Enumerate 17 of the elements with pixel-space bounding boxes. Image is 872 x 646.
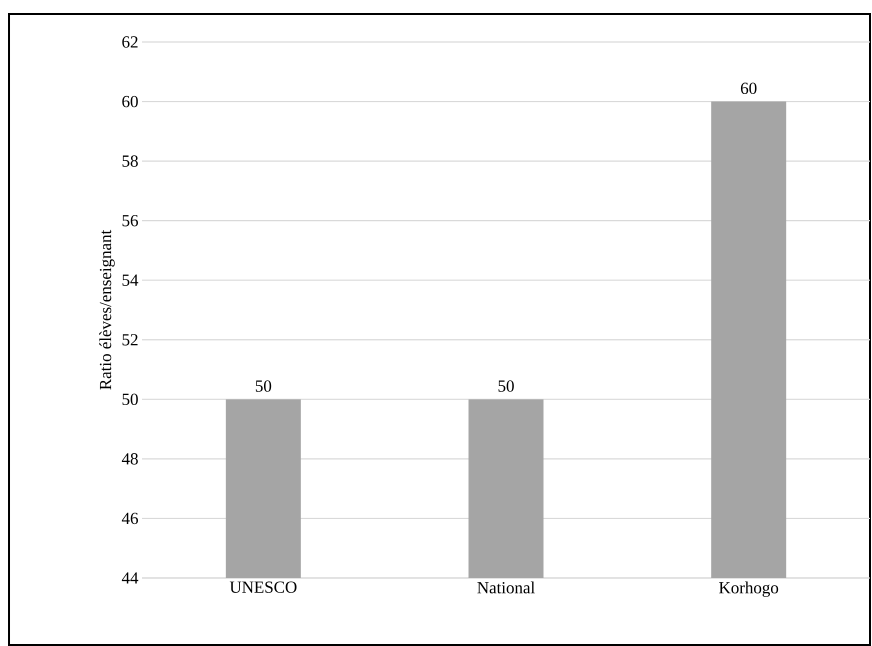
y-tick-label: 48: [122, 453, 138, 465]
x-tick-label: National: [477, 582, 535, 594]
x-tick-label: Korhogo: [719, 582, 778, 597]
y-tick-label: 62: [122, 36, 138, 48]
y-tick-label: 56: [122, 214, 138, 226]
data-label: 60: [740, 82, 757, 94]
y-tick-label: 60: [122, 96, 138, 108]
y-tick-label: 58: [122, 155, 138, 167]
y-tick-label: 54: [122, 274, 138, 286]
y-tick-label: 52: [122, 334, 138, 346]
data-label: 50: [498, 380, 514, 392]
y-axis-title: Ratio élèves/enseignant: [99, 230, 115, 390]
data-label: 50: [256, 380, 272, 392]
y-tick-label: 44: [122, 572, 138, 584]
y-tick-label: 46: [122, 512, 138, 524]
y-tick-label: 50: [122, 394, 138, 406]
x-tick-label: UNESCO: [230, 582, 297, 593]
